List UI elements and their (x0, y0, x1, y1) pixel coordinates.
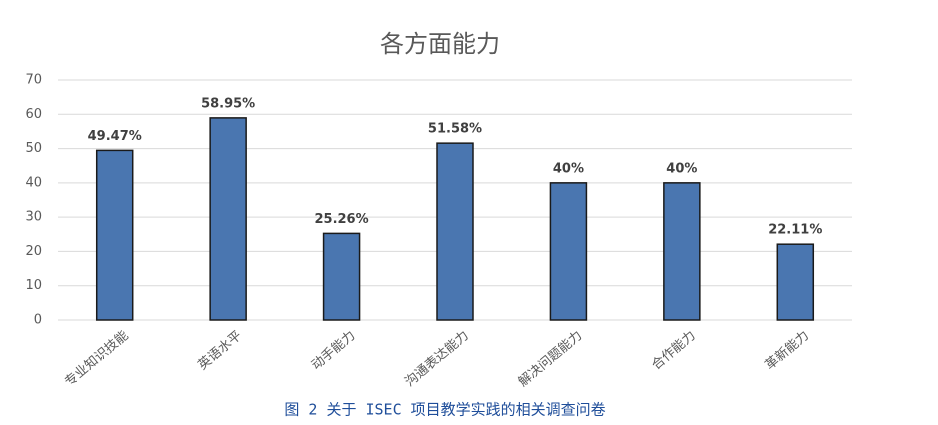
value-label: 25.26% (314, 212, 368, 227)
y-tick-label: 30 (25, 210, 42, 225)
bar (549, 182, 588, 321)
x-tick-label: 合作能力 (649, 328, 698, 373)
chart-title: 各方面能力 (380, 30, 500, 58)
value-label: 40% (553, 161, 584, 176)
value-label: 22.11% (768, 223, 822, 238)
y-tick-label: 70 (25, 73, 42, 88)
y-tick-label: 50 (25, 141, 42, 156)
bar (95, 149, 134, 321)
y-tick-label: 40 (25, 175, 42, 190)
bar (436, 142, 474, 321)
bar (209, 117, 247, 321)
bar (776, 243, 815, 321)
x-tick-label: 英语水平 (195, 328, 244, 373)
value-label: 49.47% (88, 129, 142, 144)
x-tick-label: 沟通表达能力 (402, 328, 471, 390)
bar (322, 232, 361, 321)
value-label: 40% (666, 161, 697, 176)
caption: 图 2 关于 ISEC 项目教学实践的相关调查问卷 (284, 401, 605, 419)
y-tick-label: 20 (25, 244, 42, 259)
bar (663, 182, 701, 321)
y-tick-label: 0 (34, 313, 42, 328)
y-tick-label: 60 (25, 107, 42, 122)
y-tick-label: 10 (25, 278, 42, 293)
x-tick-label: 专业知识技能 (61, 327, 131, 389)
value-label: 58.95% (201, 96, 255, 111)
x-tick-label: 动手能力 (309, 328, 358, 373)
value-label: 51.58% (428, 122, 482, 137)
x-tick-label: 解决问题能力 (516, 328, 585, 390)
x-tick-label: 革新能力 (762, 327, 812, 373)
